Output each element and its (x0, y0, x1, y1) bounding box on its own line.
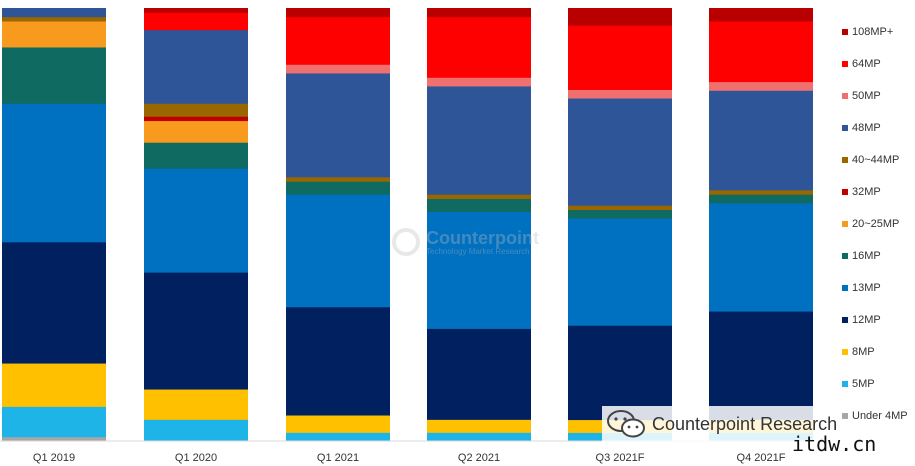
bar-segment-40-44mp-q1-2019 (2, 16, 106, 22)
legend-label: 48MP (852, 122, 881, 134)
legend-label: 50MP (852, 90, 881, 102)
bar-segment-108mp--q4-2021f (709, 8, 813, 22)
bar-segment-48mp-q1-2019 (2, 8, 106, 18)
bar-segment-13mp-q1-2019 (2, 103, 106, 243)
bar-segment-13mp-q3-2021f (568, 218, 672, 326)
legend-swatch (842, 413, 848, 419)
legend-label: 8MP (852, 346, 875, 358)
bar-segment-13mp-q1-2021 (286, 194, 390, 308)
bar-segment-8mp-q1-2020 (144, 389, 248, 420)
badge-text: Counterpoint Research (652, 413, 838, 434)
bar-segment-40-44mp-q1-2021 (286, 176, 390, 182)
legend-swatch (842, 381, 848, 387)
bar-segment-64mp-q1-2020 (144, 12, 248, 31)
legend-swatch (842, 61, 848, 67)
bar-segment-8mp-q2-2021 (427, 419, 531, 433)
bar-segment-16mp-q1-2021 (286, 181, 390, 195)
legend-label: Under 4MP (852, 410, 908, 422)
legend-label: 40~44MP (852, 154, 900, 166)
legend-swatch (842, 349, 848, 355)
legend-swatch (842, 285, 848, 291)
bar-segment-12mp-q1-2021 (286, 306, 390, 416)
bar-segment-13mp-q2-2021 (427, 211, 531, 329)
bar-segment-16mp-q1-2019 (2, 46, 106, 104)
x-tick-label: Q2 2021 (458, 452, 500, 464)
bar-segment-40-44mp-q3-2021f (568, 205, 672, 210)
legend-label: 20~25MP (852, 218, 900, 230)
bar-segment-16mp-q2-2021 (427, 198, 531, 213)
x-tick-labels: Q1 2019 Q1 2020 Q1 2021 Q2 2021 Q3 2021F Q4 2… (33, 452, 786, 464)
bar-segment-64mp-q1-2021 (286, 16, 390, 65)
x-tick-label: Q3 2021F (596, 452, 645, 464)
bar-segment-108mp--q2-2021 (427, 8, 531, 18)
legend-swatch (842, 157, 848, 163)
bar-segment-64mp-q2-2021 (427, 16, 531, 78)
bars-group (2, 8, 813, 442)
legend-swatch (842, 221, 848, 227)
bar-segment-40-44mp-q4-2021f (709, 189, 813, 195)
bar-segment-40-44mp-q1-2020 (144, 103, 248, 117)
bar-segment-50mp-q3-2021f (568, 89, 672, 99)
bar-segment-64mp-q4-2021f (709, 20, 813, 83)
bar-segment-50mp-q4-2021f (709, 81, 813, 91)
bar-segment-12mp-q3-2021f (568, 325, 672, 421)
bar-segment-40-44mp-q2-2021 (427, 194, 531, 200)
bar-segment-5mp-q2-2021 (427, 432, 531, 442)
bar-segment-50mp-q2-2021 (427, 77, 531, 87)
legend-swatch (842, 253, 848, 259)
bar-segment-12mp-q1-2020 (144, 272, 248, 390)
bar-segment-32mp-q1-2020 (144, 116, 248, 122)
legend-swatch (842, 317, 848, 323)
bar-segment-20-25mp-q1-2020 (144, 120, 248, 143)
site-watermark: itdw.cn (792, 432, 877, 456)
legend-label: 64MP (852, 58, 881, 70)
legend-swatch (842, 189, 848, 195)
bar-segment-13mp-q4-2021f (709, 202, 813, 312)
bar-segment-20-25mp-q1-2019 (2, 20, 106, 48)
legend-swatch (842, 29, 848, 35)
source-badge: Counterpoint Research (602, 406, 842, 442)
bar-segment-5mp-q1-2021 (286, 432, 390, 442)
legend-label: 108MP+ (852, 26, 894, 38)
bar-segment-13mp-q1-2020 (144, 168, 248, 273)
bar-segment-5mp-q1-2020 (144, 419, 248, 442)
legend-label: 12MP (852, 314, 881, 326)
watermark-tagline: Technology Market Research (426, 246, 530, 256)
bar-segment-64mp-q3-2021f (568, 25, 672, 90)
bar-segment-108mp--q1-2021 (286, 8, 390, 18)
legend-swatch (842, 125, 848, 131)
legend-label: 5MP (852, 378, 875, 390)
bar-segment-48mp-q1-2020 (144, 29, 248, 104)
legend-label: 32MP (852, 186, 881, 198)
bar-segment-48mp-q3-2021f (568, 98, 672, 206)
bar-segment-5mp-q1-2019 (2, 406, 106, 438)
bar-segment-8mp-q1-2019 (2, 363, 106, 407)
legend-label: 16MP (852, 250, 881, 262)
watermark: Counterpoint Technology Market Research (392, 228, 539, 256)
watermark-name: Counterpoint (426, 227, 539, 248)
bar-segment-under-4mp-q1-2019 (2, 436, 106, 442)
x-tick-label: Q4 2021F (737, 452, 786, 464)
bar-segment-108mp--q3-2021f (568, 8, 672, 26)
x-tick-label: Q1 2021 (317, 452, 359, 464)
bar-segment-48mp-q2-2021 (427, 85, 531, 195)
bar-segment-8mp-q1-2021 (286, 415, 390, 433)
wechat-icon (607, 410, 645, 438)
bar-segment-12mp-q4-2021f (709, 311, 813, 420)
x-tick-label: Q1 2019 (33, 452, 75, 464)
bar-segment-16mp-q1-2020 (144, 142, 248, 169)
bar-segment-48mp-q4-2021f (709, 90, 813, 191)
bar-segment-16mp-q3-2021f (568, 209, 672, 219)
bar-segment-50mp-q1-2021 (286, 64, 390, 74)
counterpoint-logo-icon (392, 228, 420, 256)
bar-segment-12mp-q2-2021 (427, 328, 531, 420)
bar-segment-48mp-q1-2021 (286, 72, 390, 178)
bar-segment-108mp--q1-2020 (144, 8, 248, 13)
legend-swatch (842, 93, 848, 99)
bar-segment-16mp-q4-2021f (709, 194, 813, 204)
legend-label: 13MP (852, 282, 881, 294)
bar-segment-12mp-q1-2019 (2, 241, 106, 364)
x-tick-label: Q1 2020 (175, 452, 217, 464)
